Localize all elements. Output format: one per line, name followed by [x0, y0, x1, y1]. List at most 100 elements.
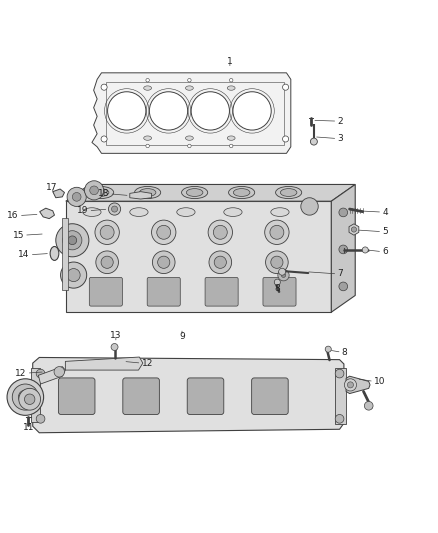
Circle shape	[283, 84, 289, 90]
Circle shape	[351, 227, 357, 232]
Text: 10: 10	[374, 377, 385, 386]
Circle shape	[96, 251, 118, 273]
Circle shape	[187, 144, 191, 148]
Circle shape	[152, 251, 175, 273]
Polygon shape	[346, 376, 370, 393]
Circle shape	[364, 401, 373, 410]
Polygon shape	[65, 357, 143, 370]
Polygon shape	[66, 184, 355, 201]
Ellipse shape	[182, 187, 208, 199]
Circle shape	[230, 78, 233, 82]
Circle shape	[335, 415, 344, 423]
Text: 5: 5	[382, 227, 388, 236]
Circle shape	[146, 78, 149, 82]
Circle shape	[100, 225, 114, 239]
Polygon shape	[349, 224, 359, 235]
Circle shape	[56, 224, 89, 257]
Polygon shape	[62, 218, 68, 290]
Circle shape	[90, 186, 99, 195]
Ellipse shape	[144, 136, 152, 140]
Polygon shape	[130, 192, 152, 199]
Ellipse shape	[50, 246, 59, 261]
Ellipse shape	[130, 208, 148, 216]
FancyBboxPatch shape	[187, 378, 224, 415]
Text: 1: 1	[227, 56, 233, 66]
Circle shape	[274, 279, 280, 285]
Text: 2: 2	[337, 117, 343, 126]
Circle shape	[95, 220, 119, 245]
Ellipse shape	[88, 187, 114, 199]
Text: 14: 14	[18, 251, 30, 259]
Ellipse shape	[271, 208, 289, 216]
Circle shape	[214, 256, 226, 268]
Bar	[335, 368, 346, 424]
Circle shape	[18, 390, 32, 404]
Ellipse shape	[233, 189, 250, 197]
Circle shape	[72, 192, 81, 201]
Text: 7: 7	[337, 269, 343, 278]
Ellipse shape	[227, 136, 235, 140]
FancyBboxPatch shape	[205, 277, 238, 306]
Text: 9: 9	[179, 332, 185, 341]
Polygon shape	[53, 189, 64, 198]
Ellipse shape	[276, 187, 302, 199]
Circle shape	[301, 198, 318, 215]
Text: 12: 12	[141, 359, 153, 368]
Text: 6: 6	[382, 247, 388, 256]
Circle shape	[339, 208, 348, 217]
Text: 16: 16	[7, 211, 19, 220]
Circle shape	[325, 346, 331, 352]
Polygon shape	[92, 73, 291, 154]
Polygon shape	[33, 358, 344, 433]
Circle shape	[149, 92, 187, 130]
Text: 15: 15	[13, 231, 24, 240]
Circle shape	[213, 225, 227, 239]
Ellipse shape	[92, 189, 109, 197]
Text: 12: 12	[15, 369, 27, 377]
Circle shape	[233, 92, 271, 130]
Circle shape	[25, 394, 35, 405]
Circle shape	[101, 256, 113, 268]
Text: 3: 3	[337, 134, 343, 143]
Circle shape	[157, 225, 171, 239]
Polygon shape	[40, 208, 54, 219]
Circle shape	[208, 220, 233, 245]
Circle shape	[101, 136, 107, 142]
Ellipse shape	[280, 189, 297, 197]
Circle shape	[271, 256, 283, 268]
Ellipse shape	[83, 208, 101, 216]
Circle shape	[158, 256, 170, 268]
Polygon shape	[66, 201, 331, 312]
Circle shape	[36, 369, 45, 378]
Text: 11: 11	[23, 423, 34, 432]
Circle shape	[54, 367, 64, 377]
Circle shape	[19, 389, 41, 410]
Text: 19: 19	[77, 206, 88, 215]
Circle shape	[68, 236, 77, 245]
FancyBboxPatch shape	[147, 277, 180, 306]
Circle shape	[7, 379, 44, 415]
FancyBboxPatch shape	[58, 378, 95, 415]
Circle shape	[279, 268, 286, 275]
FancyBboxPatch shape	[123, 378, 159, 415]
Circle shape	[63, 231, 82, 250]
Circle shape	[278, 270, 289, 281]
Circle shape	[146, 144, 149, 148]
Text: 4: 4	[382, 207, 388, 216]
Circle shape	[152, 220, 176, 245]
Circle shape	[230, 144, 233, 148]
Circle shape	[36, 415, 45, 423]
Circle shape	[347, 382, 353, 388]
FancyBboxPatch shape	[89, 277, 122, 306]
Circle shape	[270, 225, 284, 239]
Circle shape	[344, 379, 357, 391]
Circle shape	[311, 138, 318, 145]
Text: 8: 8	[275, 284, 280, 293]
Circle shape	[362, 247, 368, 253]
Circle shape	[67, 187, 86, 206]
Ellipse shape	[185, 86, 193, 90]
Circle shape	[265, 251, 288, 273]
Circle shape	[187, 78, 191, 82]
Circle shape	[109, 203, 120, 215]
Ellipse shape	[229, 187, 254, 199]
